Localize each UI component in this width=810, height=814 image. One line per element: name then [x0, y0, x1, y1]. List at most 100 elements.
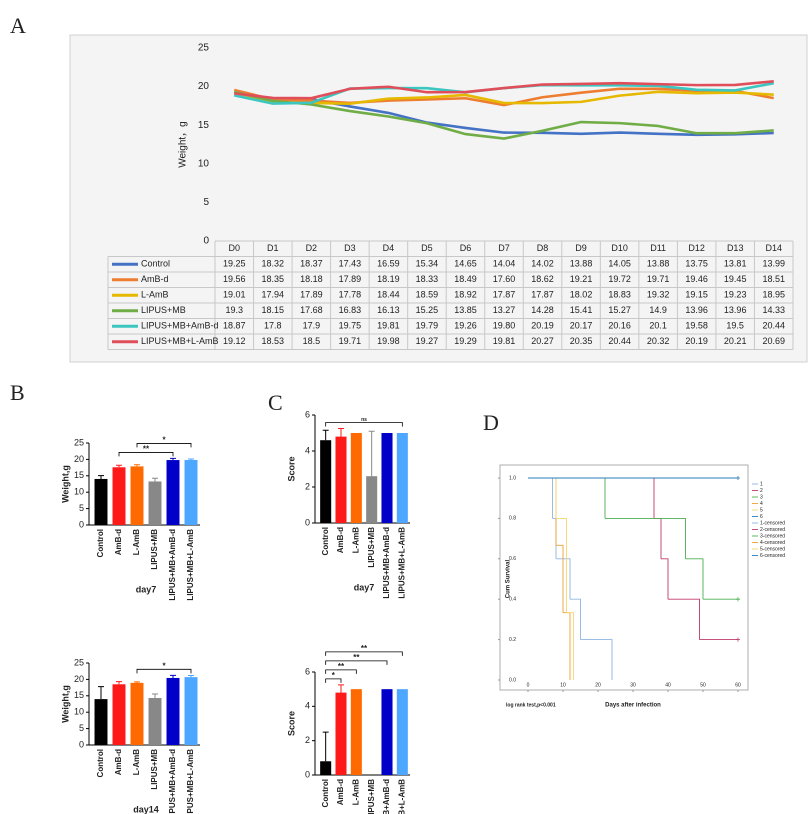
x-tick-label: L-AmB	[132, 529, 141, 555]
panel-label: C	[268, 390, 283, 415]
table-cell: 14.04	[493, 259, 516, 269]
x-tick-label: AmB-d	[336, 527, 345, 553]
significance-label: ns	[361, 417, 367, 423]
y-tick-label: 0.2	[509, 637, 516, 643]
table-cell: 20.44	[608, 336, 631, 346]
table-cell: 17.87	[493, 290, 516, 300]
legend-label: AmB-d	[141, 274, 169, 284]
y-axis-label: Cum Survival	[506, 560, 512, 599]
table-cell: 19.23	[724, 290, 747, 300]
table-cell: 17.78	[339, 290, 362, 300]
legend-label: 1	[760, 481, 763, 487]
table-cell: 20.17	[570, 321, 593, 331]
x-tick-label: D13	[727, 243, 744, 253]
table-cell: 19.27	[416, 336, 439, 346]
x-tick-label: 10	[560, 682, 566, 688]
table-cell: 17.43	[339, 259, 362, 269]
x-tick-label: LIPUS+MB	[150, 749, 159, 790]
survival-step	[528, 477, 606, 519]
y-tick-label: 2	[305, 735, 310, 745]
significance-label: *	[162, 661, 166, 670]
table-cell: 18.02	[570, 290, 593, 300]
x-tick-label: D3	[344, 243, 356, 253]
bar	[148, 697, 162, 745]
y-tick-label: 4	[305, 701, 310, 711]
table-cell: 20.35	[570, 336, 593, 346]
bar	[184, 460, 198, 525]
y-tick-label: 20	[198, 81, 210, 92]
table-cell: 19.26	[454, 321, 477, 331]
survival-step	[685, 558, 704, 600]
legend-label: 5	[760, 507, 763, 513]
table-cell: 19.45	[724, 274, 747, 284]
table-cell: 18.19	[377, 274, 400, 284]
table-cell: 19.79	[416, 321, 439, 331]
x-tick-label: LIPUS+MB+AmB-d	[168, 529, 177, 601]
x-tick-label: 30	[630, 682, 636, 688]
table-cell: 13.96	[685, 305, 708, 315]
annotation: log rank test,p<0.001	[506, 702, 556, 708]
survival-step	[566, 612, 574, 680]
survival-step	[580, 639, 613, 680]
bar	[366, 476, 378, 523]
table-cell: 18.92	[454, 290, 477, 300]
table-cell: 14.65	[454, 259, 477, 269]
x-tick-label: D2	[306, 243, 318, 253]
x-tick-label: Control	[96, 529, 105, 557]
x-tick-label: D10	[611, 243, 628, 253]
table-cell: 20.27	[531, 336, 554, 346]
table-cell: 19.32	[647, 290, 670, 300]
survival-step	[528, 477, 557, 519]
table-cell: 19.71	[339, 336, 362, 346]
bar	[94, 478, 108, 525]
table-cell: 18.83	[608, 290, 631, 300]
x-tick-label: Control	[321, 779, 330, 807]
table-cell: 18.35	[262, 274, 285, 284]
survival-step	[556, 517, 567, 613]
survival-step	[654, 517, 662, 559]
x-tick-label: LIPUS+MB+L-AmB	[397, 527, 406, 599]
significance-bracket	[325, 651, 403, 656]
table-cell: 18.53	[262, 336, 285, 346]
bar	[350, 433, 362, 523]
significance-bracket	[118, 452, 174, 457]
bar	[335, 692, 347, 775]
x-tick-label: LIPUS+MB+AmB-d	[382, 527, 391, 599]
error-bar	[322, 731, 329, 762]
bar	[320, 440, 332, 523]
table-cell: 19.75	[339, 321, 362, 331]
table-cell: 14.02	[531, 259, 554, 269]
x-tick-label: 40	[665, 682, 671, 688]
legend-label: LIPUS+MB+AmB-d	[141, 321, 219, 331]
error-bar	[368, 430, 375, 477]
bar	[148, 481, 162, 525]
y-tick-label: 20	[74, 454, 84, 464]
survival-step	[528, 477, 655, 519]
x-tick-label: D14	[765, 243, 782, 253]
error-bar	[338, 428, 344, 437]
table-cell: 15.41	[570, 305, 593, 315]
table-cell: 14.33	[762, 305, 785, 315]
table-cell: 18.15	[262, 305, 285, 315]
y-tick-label: 2	[305, 481, 310, 491]
table-cell: 18.37	[300, 259, 323, 269]
legend-label: LIPUS+MB	[141, 305, 186, 315]
significance-bracket	[325, 669, 357, 674]
bar	[320, 761, 332, 775]
bar	[166, 677, 180, 745]
censor-mark	[736, 637, 740, 642]
legend-label: LIPUS+MB+L-AmB	[141, 336, 219, 346]
table-cell: 19.46	[685, 274, 708, 284]
x-tick-label: D12	[688, 243, 705, 253]
y-tick-label: 25	[198, 43, 210, 54]
table-cell: 20.16	[608, 321, 631, 331]
bar	[396, 433, 408, 523]
x-tick-label: D0	[229, 243, 241, 253]
panel-label: B	[10, 380, 25, 405]
x-tick-label: D5	[421, 243, 433, 253]
censor-mark	[736, 597, 740, 602]
x-tick-label: LIPUS+MB	[150, 529, 159, 570]
y-tick-label: 1.0	[509, 475, 516, 481]
significance-label: **	[361, 644, 368, 653]
